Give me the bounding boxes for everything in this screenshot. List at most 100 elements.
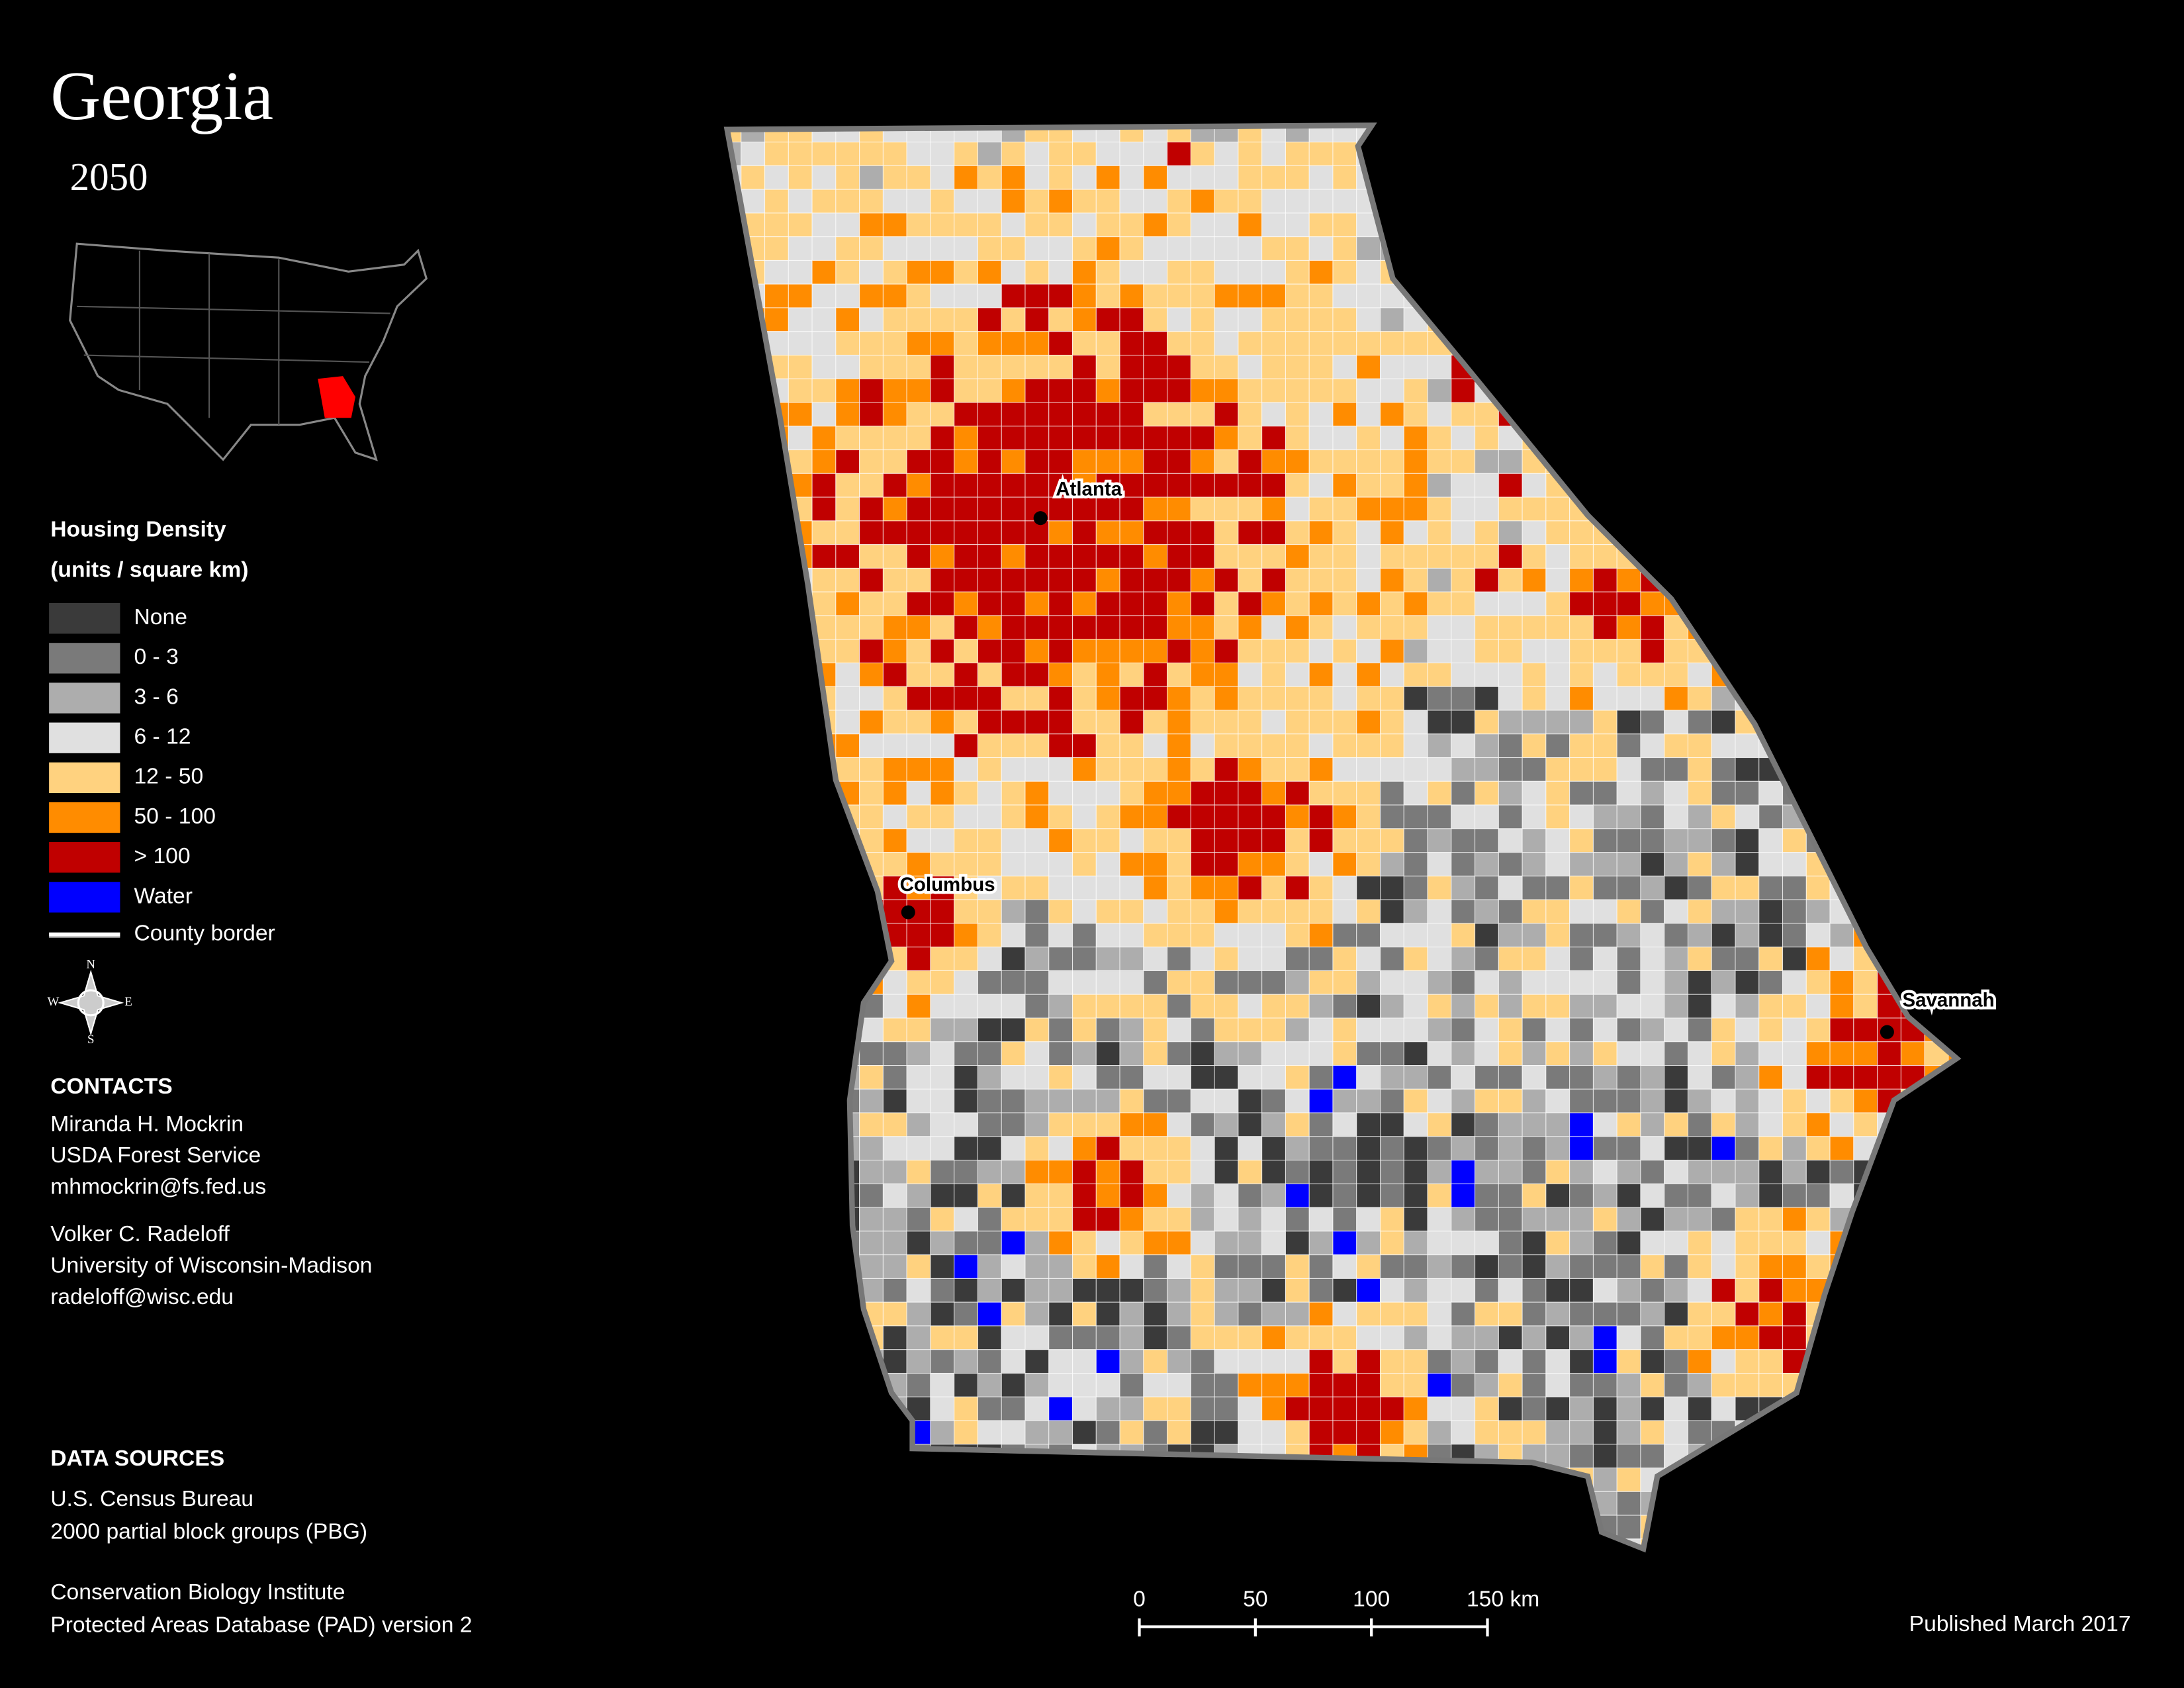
map-cell bbox=[930, 804, 955, 829]
map-cell bbox=[1592, 923, 1617, 948]
map-cell bbox=[859, 780, 884, 806]
map-cell bbox=[835, 496, 860, 522]
map-cell bbox=[1214, 828, 1239, 853]
map-cell bbox=[1001, 1207, 1026, 1232]
map-cell bbox=[977, 828, 1002, 853]
map-cell bbox=[1024, 970, 1050, 995]
map-cell bbox=[882, 449, 907, 474]
map-cell bbox=[1498, 473, 1523, 498]
map-cell bbox=[1095, 899, 1120, 924]
map-cell bbox=[1048, 378, 1073, 403]
map-cell bbox=[1285, 426, 1310, 451]
map-cell bbox=[1356, 426, 1381, 451]
map-cell bbox=[1167, 780, 1191, 806]
map-cell bbox=[1238, 1017, 1263, 1043]
map-cell bbox=[1758, 1183, 1784, 1208]
map-cell bbox=[1332, 402, 1357, 427]
map-cell bbox=[1356, 520, 1381, 545]
map-cell bbox=[1782, 828, 1807, 853]
map-cell bbox=[1214, 402, 1239, 427]
legend-label: 3 - 6 bbox=[134, 684, 178, 709]
map-cell bbox=[1379, 1041, 1404, 1066]
map-cell bbox=[1119, 947, 1144, 971]
map-cell bbox=[1356, 1112, 1381, 1137]
map-cell bbox=[1214, 686, 1239, 711]
map-cell bbox=[1782, 947, 1807, 971]
map-cell bbox=[1853, 994, 1878, 1019]
map-cell bbox=[1616, 1301, 1641, 1327]
map-cell bbox=[1095, 567, 1120, 592]
map-cell bbox=[1308, 142, 1334, 166]
map-cell bbox=[882, 1017, 907, 1043]
map-cell bbox=[1308, 804, 1334, 829]
map-cell bbox=[788, 402, 813, 427]
source-line: Conservation Biology Institute bbox=[50, 1580, 345, 1605]
map-cell bbox=[906, 1349, 931, 1374]
map-cell bbox=[1332, 1231, 1357, 1256]
map-cell bbox=[859, 639, 884, 664]
map-cell bbox=[906, 1207, 931, 1232]
map-cell bbox=[1285, 165, 1310, 190]
compass-n: N bbox=[86, 957, 95, 971]
map-cell bbox=[1379, 307, 1404, 332]
map-cell bbox=[1356, 567, 1381, 592]
map-cell bbox=[1356, 402, 1381, 427]
map-cell bbox=[1640, 994, 1665, 1019]
map-cell bbox=[1735, 1254, 1760, 1279]
map-cell bbox=[1332, 236, 1357, 261]
map-cell bbox=[1403, 852, 1428, 876]
map-cell bbox=[1451, 1231, 1476, 1256]
map-cell bbox=[1592, 828, 1617, 853]
map-cell bbox=[1261, 142, 1286, 166]
map-cell bbox=[1308, 567, 1334, 592]
map-cell bbox=[1616, 639, 1641, 664]
map-cell bbox=[1379, 1136, 1404, 1161]
map-cell bbox=[1072, 1136, 1097, 1161]
map-cell bbox=[1451, 1207, 1476, 1232]
map-cell bbox=[1687, 1041, 1712, 1066]
map-cell bbox=[1143, 1136, 1168, 1161]
map-cell bbox=[835, 142, 860, 166]
map-cell bbox=[1308, 899, 1334, 924]
map-cell bbox=[882, 686, 907, 711]
map-cell bbox=[1024, 567, 1050, 592]
map-cell bbox=[1711, 1088, 1736, 1113]
map-cell bbox=[1285, 1136, 1310, 1161]
map-cell bbox=[1095, 1017, 1120, 1043]
map-cell bbox=[1214, 520, 1239, 545]
map-cell bbox=[1379, 1349, 1404, 1374]
map-cell bbox=[1475, 1231, 1499, 1256]
map-cell bbox=[1072, 875, 1097, 900]
map-cell bbox=[1569, 875, 1594, 900]
map-cell bbox=[1356, 331, 1381, 356]
map-cell bbox=[977, 804, 1002, 829]
map-cell bbox=[1427, 1183, 1452, 1208]
map-cell bbox=[1805, 994, 1831, 1019]
map-cell bbox=[1167, 1112, 1191, 1137]
map-cell bbox=[882, 283, 907, 308]
map-cell bbox=[1758, 1160, 1784, 1184]
map-cell bbox=[1095, 402, 1120, 427]
map-cell bbox=[1143, 520, 1168, 545]
map-cell bbox=[1214, 142, 1239, 166]
map-cell bbox=[1332, 496, 1357, 522]
map-cell bbox=[1238, 710, 1263, 735]
map-cell bbox=[1640, 1349, 1665, 1374]
map-cell bbox=[1379, 875, 1404, 900]
map-cell bbox=[1711, 1136, 1736, 1161]
map-cell bbox=[954, 307, 979, 332]
map-cell bbox=[859, 378, 884, 403]
map-cell bbox=[1285, 1041, 1310, 1066]
map-cell bbox=[835, 236, 860, 261]
map-cell bbox=[1261, 1207, 1286, 1232]
map-cell bbox=[1640, 1420, 1665, 1445]
map-cell bbox=[1214, 567, 1239, 592]
map-cell bbox=[930, 426, 955, 451]
map-cell bbox=[1616, 852, 1641, 876]
map-cell bbox=[1782, 1278, 1807, 1303]
map-cell bbox=[1261, 354, 1286, 379]
map-cell bbox=[1711, 923, 1736, 948]
map-cell bbox=[1332, 828, 1357, 853]
map-cell bbox=[1308, 1420, 1334, 1445]
map-cell bbox=[930, 259, 955, 285]
